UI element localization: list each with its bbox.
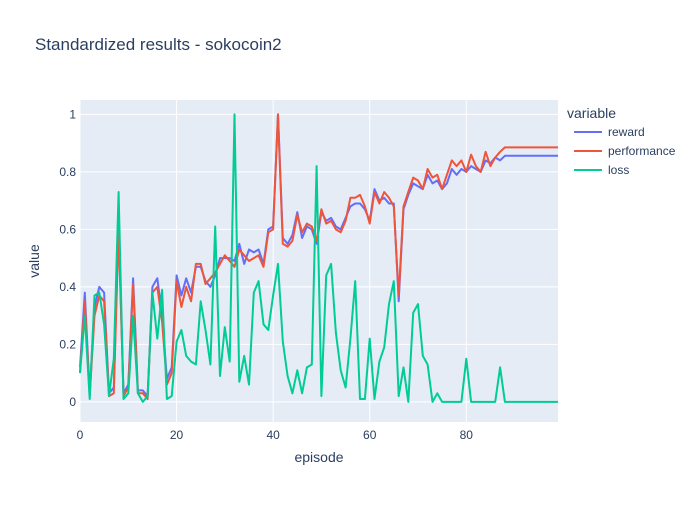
y-tick-label: 0.8: [59, 165, 76, 179]
chart-title: Standardized results - sokocoin2: [35, 35, 282, 54]
x-tick-label: 60: [363, 428, 377, 442]
legend-item-performance[interactable]: performance: [574, 144, 676, 158]
y-tick-label: 1: [69, 107, 76, 121]
x-tick-label: 0: [77, 428, 84, 442]
legend-label: loss: [608, 163, 629, 177]
legend-item-loss[interactable]: loss: [574, 163, 629, 177]
x-tick-label: 40: [266, 428, 280, 442]
series-line-loss[interactable]: [79, 113, 558, 403]
x-tick-label: 80: [460, 428, 474, 442]
y-tick-label: 0.6: [59, 222, 76, 236]
y-tick-label: 0.4: [59, 280, 76, 294]
legend-item-reward[interactable]: reward: [574, 125, 645, 139]
legend[interactable]: variable reward performance loss: [567, 105, 676, 177]
x-axis-label: episode: [294, 449, 343, 465]
legend-label: performance: [608, 144, 676, 158]
series-layer: [79, 113, 558, 403]
axis-ticks: 0 20 40 60 80 0 0.2 0.4 0.6 0.8 1: [59, 107, 473, 442]
y-axis-label: value: [26, 244, 42, 278]
x-tick-label: 20: [170, 428, 184, 442]
y-tick-label: 0.2: [59, 337, 76, 351]
legend-title: variable: [567, 105, 616, 121]
y-tick-label: 0: [69, 395, 76, 409]
legend-label: reward: [608, 125, 645, 139]
